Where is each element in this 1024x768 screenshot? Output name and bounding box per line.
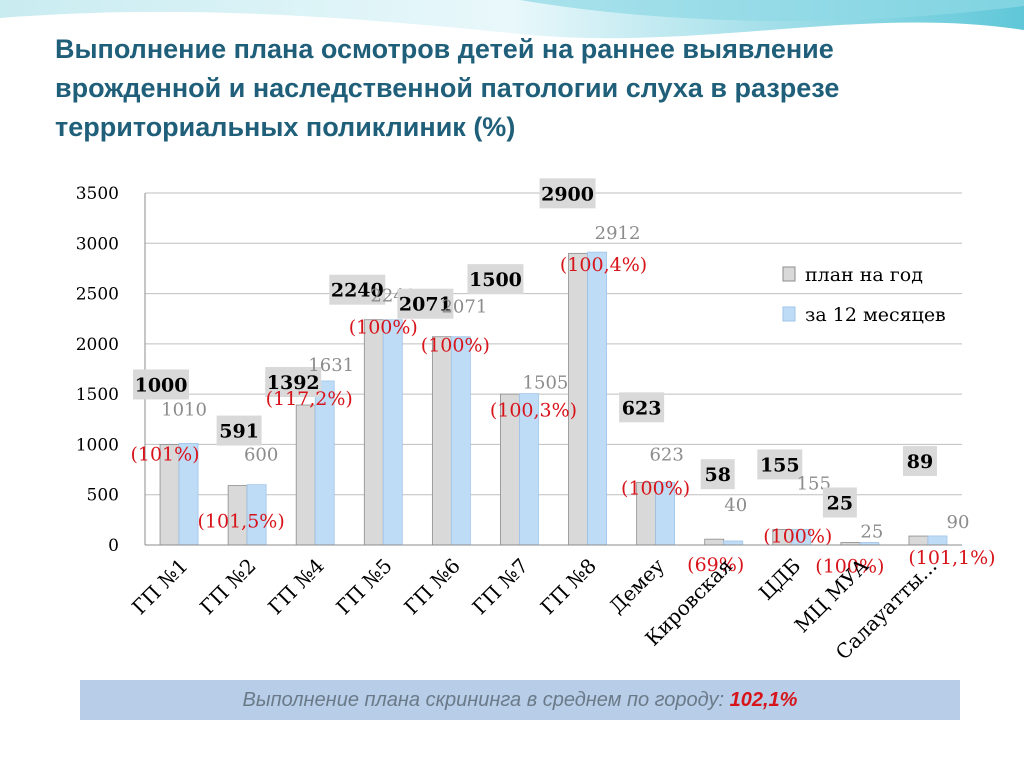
plan-value-label: 2071 bbox=[399, 294, 452, 316]
plan-label-box bbox=[265, 367, 322, 398]
x-tick-label: ГП №8 bbox=[536, 554, 602, 620]
plan-value-label: 1392 bbox=[267, 372, 320, 394]
legend-swatch bbox=[782, 306, 796, 322]
actual-value-label: 1010 bbox=[161, 399, 207, 420]
slide-title: Выполнение плана осмотров детей на ранне… bbox=[55, 34, 840, 142]
y-tick-label: 500 bbox=[87, 486, 119, 506]
plan-label-box bbox=[397, 288, 454, 319]
screening-summary-bar: Выполнение плана скрининга в среднем по … bbox=[80, 680, 960, 720]
x-tick-label: ГП №4 bbox=[263, 554, 329, 620]
y-tick-label: 3500 bbox=[76, 184, 119, 204]
plan-label-box bbox=[133, 369, 190, 400]
plan-value-label: 58 bbox=[704, 464, 730, 486]
actual-value-label: 600 bbox=[244, 445, 278, 466]
bar-plan bbox=[363, 319, 384, 546]
plan-label-box bbox=[467, 264, 524, 295]
y-tick-label: 2000 bbox=[76, 335, 119, 355]
plan-value-label: 2240 bbox=[331, 280, 384, 302]
y-tick-label: 2500 bbox=[76, 285, 119, 305]
actual-value-label: 155 bbox=[797, 473, 831, 494]
x-tick-label: ЦДБ bbox=[754, 554, 805, 605]
actual-value-label: 25 bbox=[860, 521, 883, 542]
actual-value-label: 2912 bbox=[595, 223, 641, 244]
y-tick-label: 1500 bbox=[76, 385, 119, 405]
plan-label-box bbox=[757, 449, 803, 480]
bar-actual bbox=[927, 535, 948, 546]
plan-value-label: 89 bbox=[907, 451, 933, 473]
percent-label: (101,5%) bbox=[197, 511, 284, 533]
plan-value-label: 25 bbox=[827, 492, 853, 514]
y-tick-label: 1000 bbox=[76, 435, 119, 455]
legend-label: за 12 месяцев bbox=[805, 304, 946, 326]
percent-label: (117,2%) bbox=[266, 388, 353, 410]
actual-value-label: 1505 bbox=[523, 373, 569, 394]
actual-value-label: 90 bbox=[947, 512, 970, 533]
x-tick-label: ГП №5 bbox=[331, 554, 397, 620]
actual-value-label: 1631 bbox=[308, 355, 354, 376]
percent-label: (100,3%) bbox=[490, 400, 577, 422]
bar-plan bbox=[295, 404, 316, 546]
percent-label: (100%) bbox=[815, 555, 884, 577]
x-tick-label: ГП №1 bbox=[127, 554, 193, 620]
legend-label: план на год bbox=[805, 264, 923, 286]
plan-label-box bbox=[216, 415, 262, 446]
percent-label: (100,4%) bbox=[560, 254, 647, 276]
summary-text: Выполнение плана скрининга в среднем по … bbox=[242, 689, 730, 711]
bar-plan bbox=[704, 538, 725, 546]
bar-actual bbox=[450, 336, 471, 546]
x-tick-label: ГП №7 bbox=[467, 554, 533, 620]
header-wave-decoration bbox=[0, 0, 1024, 39]
bar-actual bbox=[723, 540, 744, 546]
plan-label-box bbox=[329, 274, 386, 305]
y-tick-label: 3000 bbox=[76, 234, 119, 254]
legend-swatch bbox=[782, 266, 796, 282]
y-axis: 0 500 1000 1500 2000 2500 3000 3500 bbox=[76, 184, 146, 556]
plan-value-label: 591 bbox=[219, 421, 259, 443]
plan-value-label: 1000 bbox=[135, 374, 188, 396]
x-tick-label: ГП №6 bbox=[399, 554, 465, 620]
percent-label: (101,1%) bbox=[908, 547, 995, 569]
summary-value: 102,1% bbox=[729, 689, 798, 711]
plan-value-label: 155 bbox=[760, 454, 800, 476]
actual-value-label: 40 bbox=[724, 495, 747, 516]
actual-value-label: 2071 bbox=[441, 297, 487, 318]
plan-value-label: 2900 bbox=[541, 183, 594, 205]
percent-label: (69%) bbox=[687, 554, 744, 576]
plan-value-label: 1500 bbox=[469, 269, 522, 291]
plan-label-box bbox=[539, 178, 596, 209]
chart-legend: план на год за 12 месяцев bbox=[782, 264, 946, 326]
bar-plan bbox=[908, 535, 929, 546]
percent-label: (100%) bbox=[421, 335, 490, 357]
plan-label-box bbox=[619, 392, 665, 423]
y-tick-label: 0 bbox=[108, 536, 119, 556]
x-tick-label: ГП №2 bbox=[195, 554, 261, 620]
percent-label: (101%) bbox=[130, 443, 199, 465]
plan-label-box bbox=[822, 487, 857, 518]
bar-actual bbox=[587, 251, 607, 546]
plan-label-box bbox=[700, 459, 735, 490]
percent-label: (100%) bbox=[349, 317, 418, 339]
percent-label: (100%) bbox=[763, 525, 832, 547]
percent-label: (100%) bbox=[621, 477, 690, 499]
x-tick-label: Демеу bbox=[605, 553, 670, 618]
actual-value-label: 623 bbox=[649, 444, 683, 465]
plan-label-box bbox=[902, 446, 937, 477]
bar-actual bbox=[382, 319, 403, 546]
bar-plan bbox=[431, 336, 452, 546]
plan-value-label: 623 bbox=[622, 397, 662, 419]
